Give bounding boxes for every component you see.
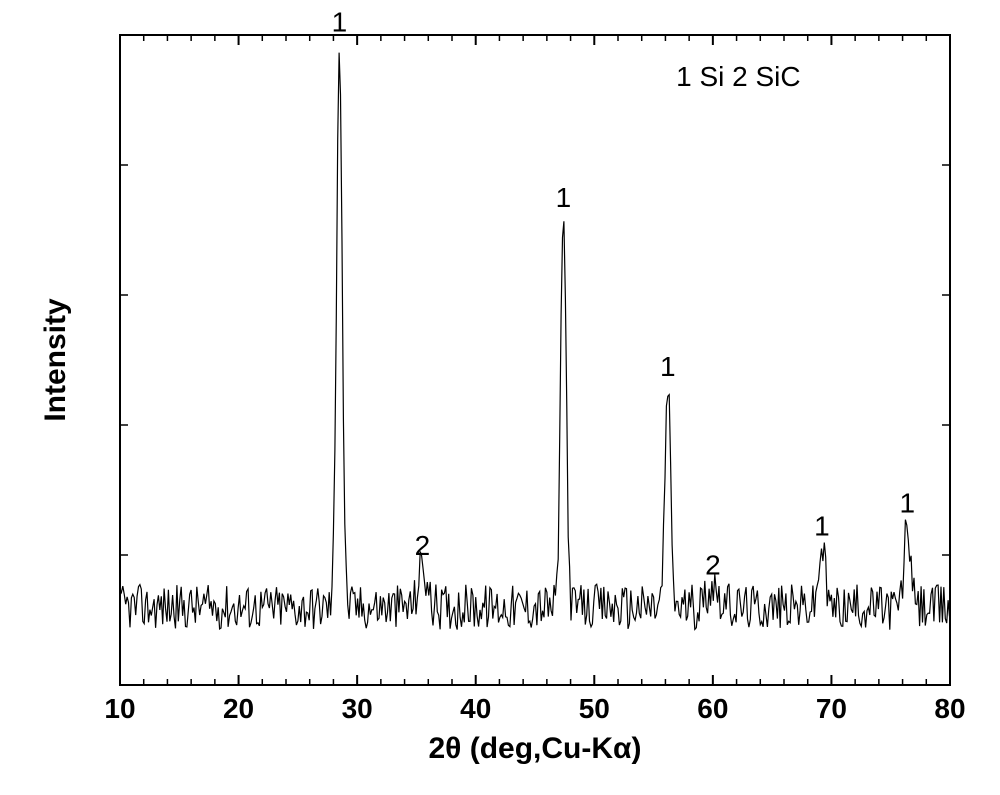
x-tick-label: 50 (579, 693, 610, 724)
peak-label: 1 (814, 510, 830, 541)
x-axis-label: 2θ (deg,Cu-Kα) (429, 732, 642, 765)
y-axis-label: Intensity (39, 298, 72, 422)
plot-frame (120, 35, 950, 685)
x-tick-label: 60 (697, 693, 728, 724)
xrd-chart: 10 20 30 40 50 60 70 80 2θ (deg,Cu-Kα) Intensity 1… (0, 0, 1000, 795)
x-tick-label: 80 (934, 693, 965, 724)
x-tick-label: 70 (816, 693, 847, 724)
peak-label: 2 (415, 530, 431, 561)
peak-label: 1 (660, 351, 676, 382)
legend-text: 1 Si 2 SiC (676, 61, 801, 92)
x-tick-label: 40 (460, 693, 491, 724)
x-tick-label: 30 (342, 693, 373, 724)
peak-label: 1 (332, 7, 348, 38)
xrd-trace (120, 53, 950, 630)
peak-label: 2 (705, 549, 721, 580)
x-tick-label: 10 (104, 693, 135, 724)
chart-svg: 10 20 30 40 50 60 70 80 2θ (deg,Cu-Kα) Intensity 1… (0, 0, 1000, 795)
x-tick-label: 20 (223, 693, 254, 724)
peak-label: 1 (556, 182, 572, 213)
peak-label: 1 (900, 488, 916, 519)
